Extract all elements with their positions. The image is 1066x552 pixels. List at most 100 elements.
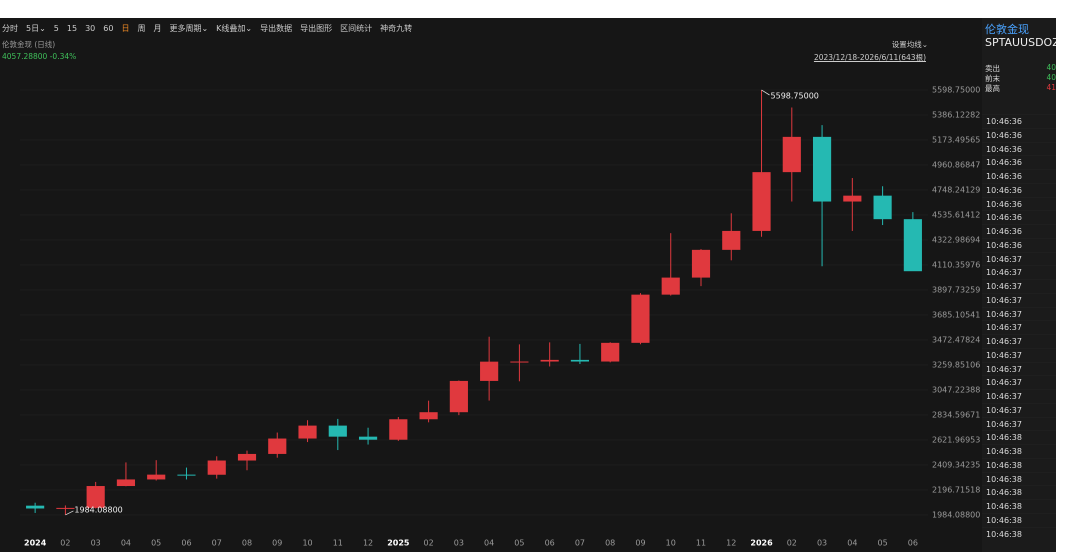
candle-body [661, 277, 680, 295]
candle-body [116, 479, 136, 487]
y-tick-label: 4960.86847 [932, 160, 980, 169]
quote-value: 40 [1046, 73, 1056, 82]
candle-body [903, 219, 922, 272]
time-row: 10:46:37 [982, 265, 1056, 279]
time-row: 10:46:36 [982, 169, 1056, 183]
chart-panel: 分时 5日⌄ 5 15 30 60 日周月更多周期⌄ K线叠加⌄ 导出数据 导出图形 区间统计 神奇九… [0, 18, 982, 552]
x-tick-label: 04 [121, 539, 131, 548]
candle-body [510, 361, 529, 363]
y-tick-label: 2409.34235 [932, 460, 980, 469]
quote-value: 40 [1046, 63, 1056, 72]
time-row: 10:46:38 [982, 485, 1056, 499]
x-tick-label: 07 [212, 539, 222, 548]
candle-body [752, 172, 771, 231]
toolbar-button[interactable]: 5 [53, 24, 59, 33]
toolbar-button[interactable]: 30 [85, 24, 96, 33]
time-row: 10:46:36 [982, 141, 1056, 156]
candle-body [419, 412, 438, 420]
time-row: 10:46:37 [982, 334, 1056, 348]
candle-body [207, 460, 226, 475]
x-tick-label: 06 [545, 539, 555, 548]
y-tick-label: 3259.85106 [932, 360, 980, 369]
time-row: 10:46:36 [982, 155, 1056, 169]
time-row: 10:46:37 [982, 306, 1056, 321]
time-row: 10:46:38 [982, 512, 1056, 527]
candle-body [26, 505, 45, 509]
toolbar-button[interactable]: 区间统计 [340, 24, 373, 33]
toolbar-button[interactable]: 分时 [2, 24, 18, 33]
candle-body [540, 359, 559, 362]
candle-body [298, 425, 317, 439]
y-tick-label: 4322.98694 [932, 235, 980, 244]
quote-list: 卖出 40 前末 40 最高 41 [985, 63, 1056, 93]
toolbar-button[interactable]: 导出图形 [300, 24, 333, 33]
candle-body [86, 486, 105, 508]
time-row: 10:46:36 [982, 210, 1056, 224]
candle-body [268, 438, 287, 454]
x-tick-label: 05 [878, 539, 888, 548]
low-label: 1984.08800 [74, 505, 122, 514]
y-tick-label: 3685.10541 [932, 310, 980, 319]
toolbar-button[interactable]: 周 [137, 24, 146, 33]
quote: 4057.28800 -0.34% [2, 52, 77, 61]
candle-body [691, 249, 711, 278]
time-row: 10:46:36 [982, 196, 1056, 211]
x-tick-label: 08 [242, 539, 252, 548]
toolbar-button[interactable]: 神奇九转 [380, 24, 413, 33]
candle-body [873, 195, 892, 220]
x-tick-label: 05 [151, 539, 161, 548]
time-row: 10:46:36 [982, 224, 1056, 238]
time-row: 10:46:36 [982, 127, 1056, 142]
toolbar-button[interactable]: K线叠加⌄ [216, 24, 253, 33]
toolbar-button[interactable]: 15 [66, 24, 78, 33]
toolbar-button[interactable]: 60 [103, 24, 114, 33]
time-row: 10:46:38 [982, 471, 1056, 486]
y-tick-label: 5173.49565 [932, 135, 980, 144]
toolbar-button[interactable]: 日 [121, 24, 130, 33]
date-range[interactable]: 2023/12/18-2026/6/11(643根) [813, 53, 926, 62]
ma-setting[interactable]: 设置均线⌄ [891, 40, 928, 49]
instrument-name: 伦敦金现 [985, 23, 1029, 36]
candle-body [358, 436, 378, 440]
candle-body [722, 230, 741, 250]
toolbar-button[interactable]: 5日⌄ [26, 24, 46, 33]
x-tick-label: 09 [272, 539, 282, 548]
side-panel: 伦敦金现 SPTAUUSDOZ 卖出 40 前末 40 最高 41 10:46:36 10:… [982, 18, 1056, 552]
x-tick-label: 03 [817, 539, 827, 548]
chart: 1984.08800 2196.71518 2409.34235 2621.96953… [20, 85, 980, 548]
time-row: 10:46:38 [982, 430, 1056, 444]
high-pointer [761, 89, 770, 96]
y-tick-label: 4535.61412 [932, 210, 980, 219]
x-tick-label: 12 [363, 539, 373, 548]
time-row: 10:46:37 [982, 347, 1056, 362]
x-tick-label: 06 [908, 539, 918, 548]
y-tick-label: 3472.47824 [932, 335, 980, 344]
quote-row: 前末 40 [985, 73, 1056, 83]
x-tick-label: 11 [696, 539, 706, 548]
y-tick-label: 2621.96953 [932, 435, 980, 444]
x-tick-label: 2025 [387, 539, 410, 548]
candle-body [480, 361, 499, 381]
y-tick-label: 5598.75000 [932, 85, 980, 94]
x-tick-label: 2024 [24, 539, 47, 548]
x-tick-label: 02 [60, 539, 70, 548]
time-row: 10:46:37 [982, 251, 1056, 266]
candle-body [147, 474, 166, 480]
time-row: 10:46:37 [982, 402, 1056, 417]
x-tick-label: 12 [726, 539, 736, 548]
toolbar-button[interactable]: 导出数据 [260, 24, 293, 33]
y-tick-label: 4748.24129 [932, 185, 980, 194]
candle-body [449, 380, 468, 413]
quote-label: 卖出 [985, 64, 1000, 73]
time-row: 10:46:38 [982, 499, 1056, 513]
toolbar-button[interactable]: 月 [153, 24, 162, 33]
x-tick-label: 03 [91, 539, 101, 548]
quote-label: 前末 [985, 74, 1000, 83]
quote-row: 最高 41 [985, 83, 1056, 93]
y-tick-label: 2834.59671 [932, 410, 980, 419]
toolbar-button[interactable]: 更多周期⌄ [169, 24, 209, 33]
x-tick-label: 10 [302, 539, 312, 548]
x-tick-label: 11 [333, 539, 343, 548]
high-label: 5598.75000 [771, 91, 819, 100]
